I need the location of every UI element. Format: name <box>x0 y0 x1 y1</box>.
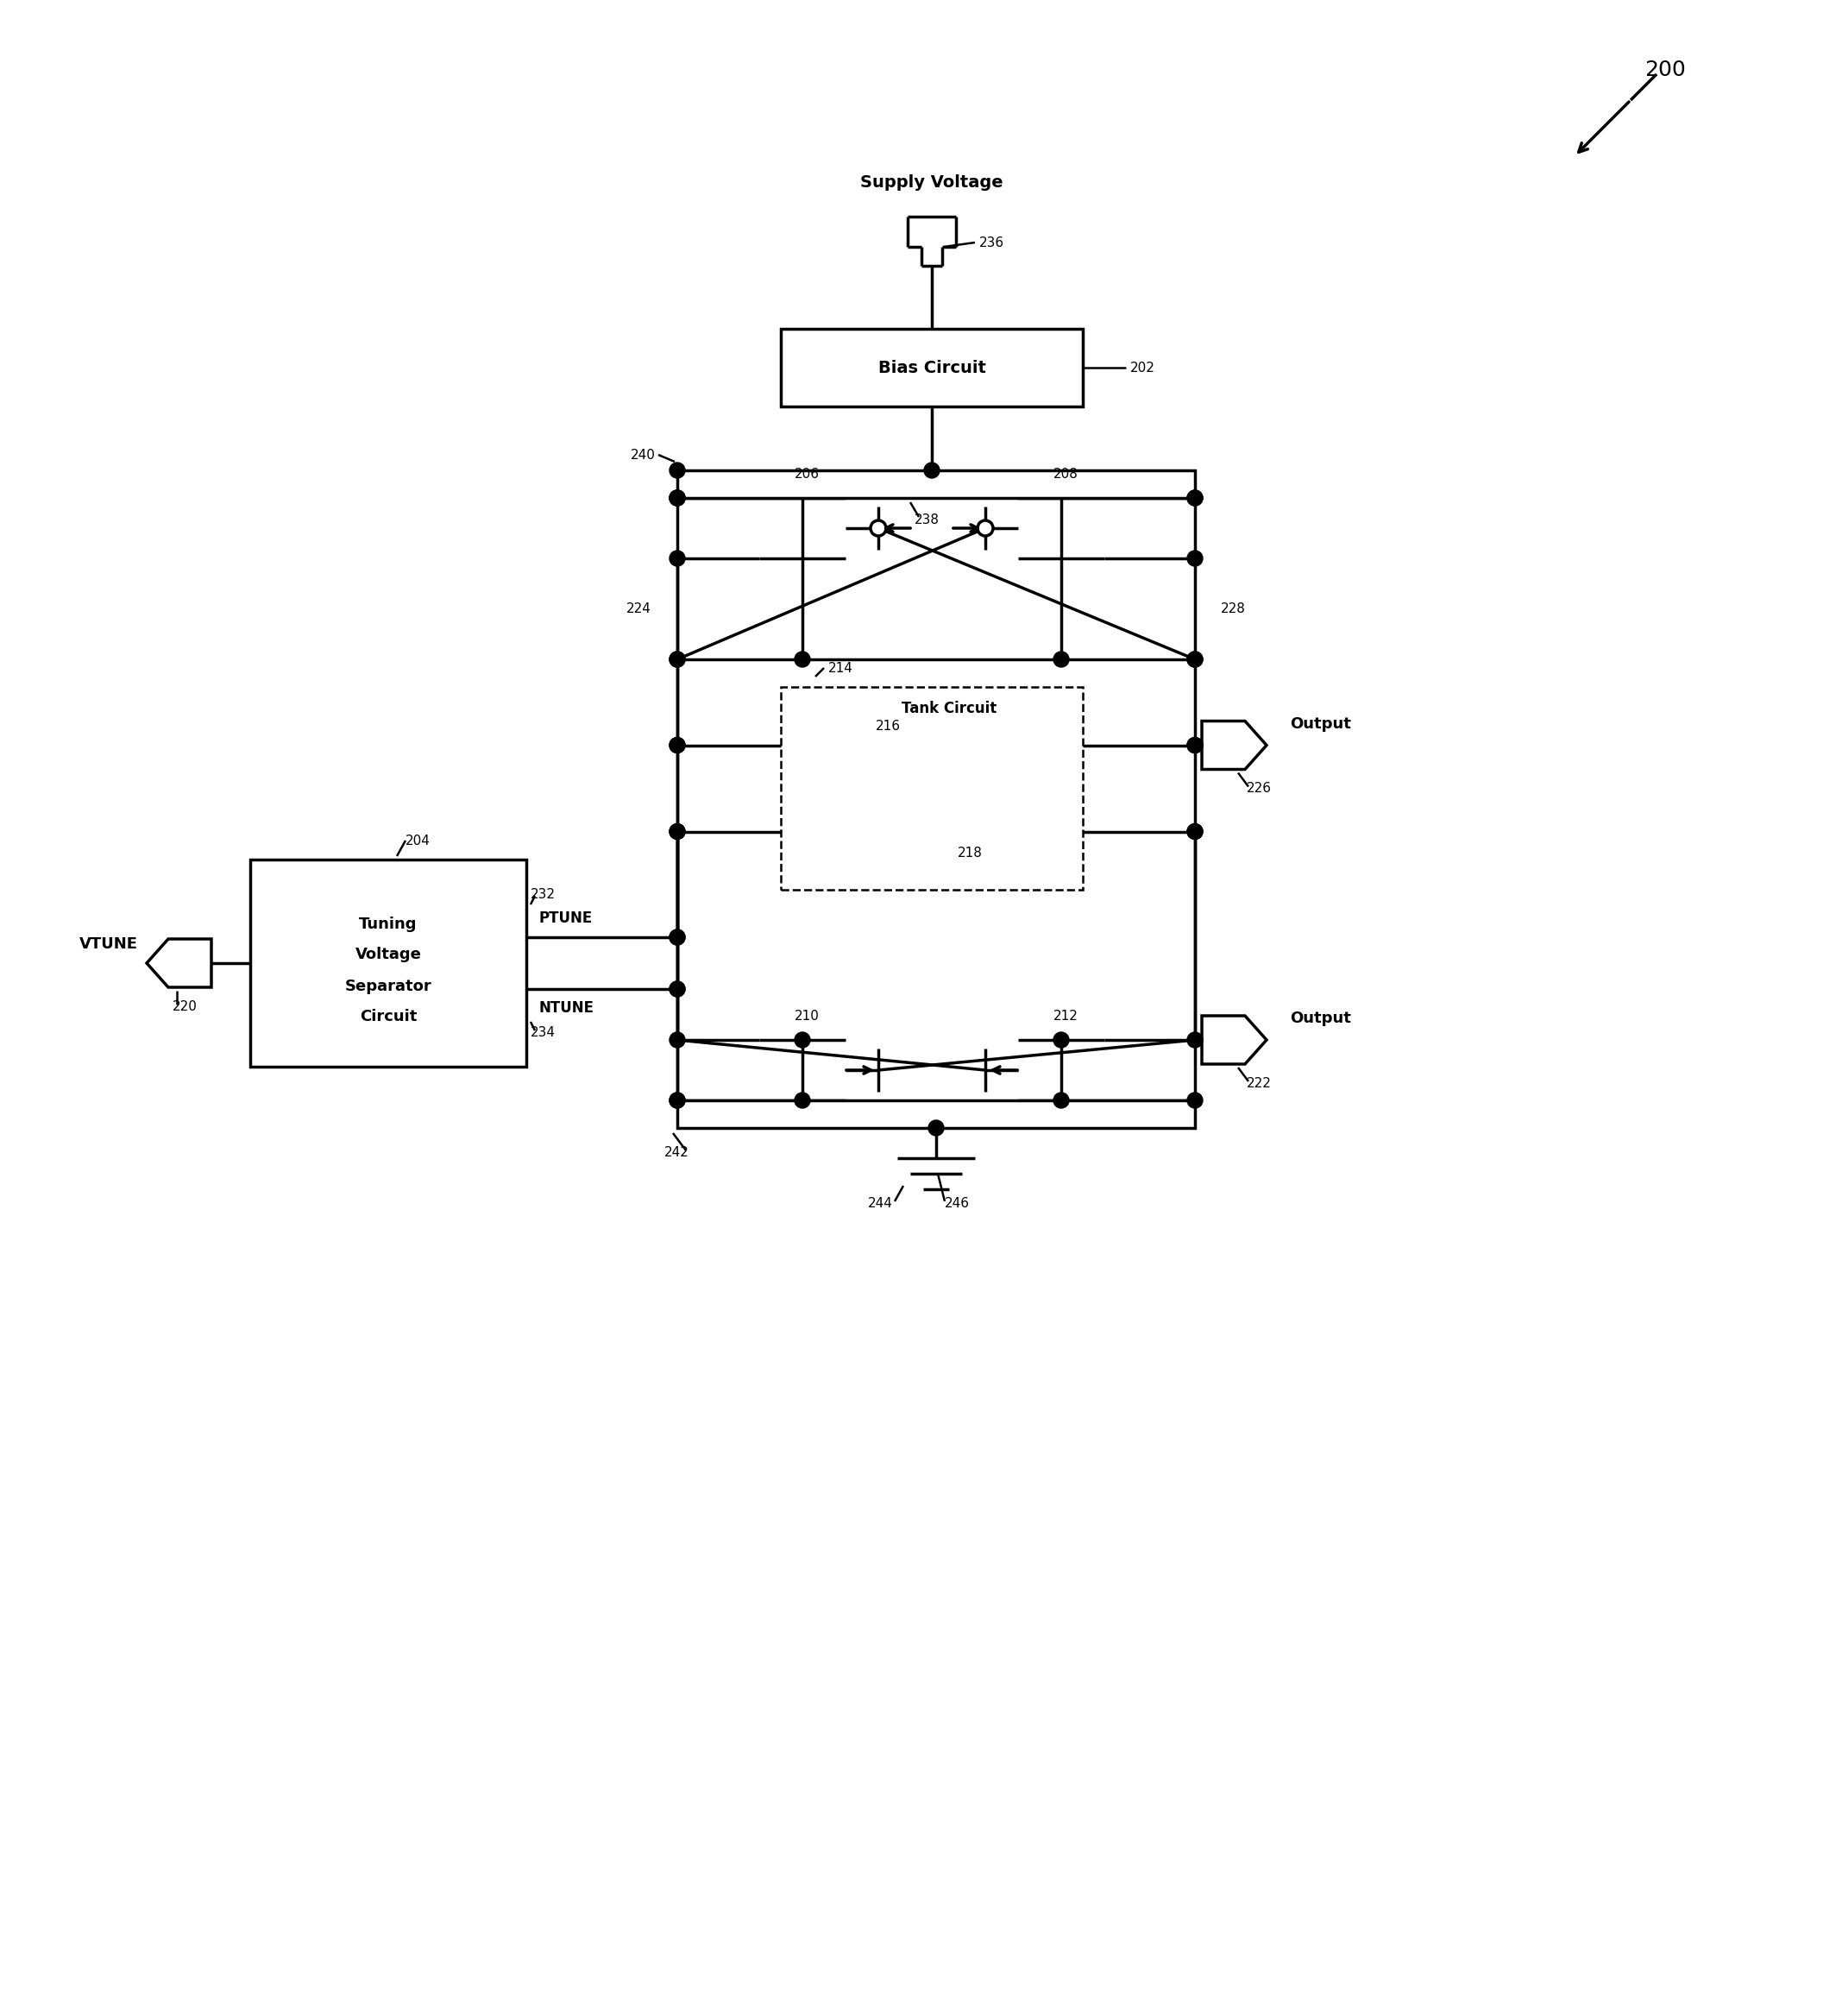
Circle shape <box>1188 1032 1203 1048</box>
Circle shape <box>670 982 685 996</box>
Text: 208: 208 <box>1054 468 1078 480</box>
Text: 204: 204 <box>406 835 430 847</box>
Circle shape <box>670 825 685 839</box>
Circle shape <box>1188 651 1203 667</box>
Text: 244: 244 <box>868 1198 892 1210</box>
Circle shape <box>795 651 810 667</box>
Circle shape <box>977 520 993 536</box>
Circle shape <box>670 1093 685 1109</box>
Circle shape <box>1188 738 1203 754</box>
Circle shape <box>670 1032 685 1048</box>
Circle shape <box>1188 490 1203 506</box>
Bar <box>677 470 1195 498</box>
Text: 238: 238 <box>914 512 940 526</box>
Text: Tank Circuit: Tank Circuit <box>901 702 997 716</box>
Text: 206: 206 <box>795 468 819 480</box>
Text: 232: 232 <box>531 887 556 901</box>
Circle shape <box>670 738 685 754</box>
Circle shape <box>929 1121 944 1135</box>
Circle shape <box>670 490 685 506</box>
Bar <box>780 687 1083 889</box>
Text: 240: 240 <box>632 448 655 462</box>
Circle shape <box>670 738 685 754</box>
Text: Bias Circuit: Bias Circuit <box>878 359 986 375</box>
Circle shape <box>1188 825 1203 839</box>
Text: PTUNE: PTUNE <box>540 911 593 925</box>
Text: 246: 246 <box>946 1198 969 1210</box>
Text: 200: 200 <box>1645 60 1685 81</box>
Bar <box>677 1101 1195 1129</box>
Circle shape <box>670 462 685 478</box>
Circle shape <box>670 550 685 566</box>
Text: 218: 218 <box>958 847 982 859</box>
Circle shape <box>1188 490 1203 506</box>
Circle shape <box>1054 1032 1069 1048</box>
Circle shape <box>795 1093 810 1109</box>
Text: 236: 236 <box>979 236 1004 250</box>
Text: 220: 220 <box>173 1000 198 1012</box>
Bar <box>250 859 527 1066</box>
Text: VTUNE: VTUNE <box>79 935 138 952</box>
Circle shape <box>670 490 685 506</box>
Polygon shape <box>1203 1016 1267 1064</box>
Circle shape <box>670 929 685 946</box>
Bar <box>780 329 1083 407</box>
Text: 234: 234 <box>531 1026 556 1038</box>
Text: Output: Output <box>1291 1010 1351 1026</box>
Circle shape <box>1188 651 1203 667</box>
Text: Circuit: Circuit <box>360 1008 417 1024</box>
Circle shape <box>1188 550 1203 566</box>
Circle shape <box>670 490 685 506</box>
Circle shape <box>670 929 685 946</box>
Circle shape <box>1054 651 1069 667</box>
Text: NTUNE: NTUNE <box>540 1000 595 1016</box>
Polygon shape <box>147 939 211 988</box>
Text: Output: Output <box>1291 716 1351 732</box>
Circle shape <box>1188 1093 1203 1109</box>
Text: 202: 202 <box>1131 361 1155 375</box>
Text: 224: 224 <box>626 603 652 615</box>
Text: 222: 222 <box>1247 1077 1272 1089</box>
Text: 226: 226 <box>1247 782 1272 794</box>
Text: 212: 212 <box>1054 1010 1078 1022</box>
Polygon shape <box>1203 722 1267 770</box>
Circle shape <box>1054 1093 1069 1109</box>
Circle shape <box>670 651 685 667</box>
Text: 228: 228 <box>1221 603 1247 615</box>
Text: 214: 214 <box>828 661 854 675</box>
Circle shape <box>924 462 940 478</box>
Circle shape <box>670 1093 685 1109</box>
Circle shape <box>1188 825 1203 839</box>
Text: Tuning: Tuning <box>360 917 417 931</box>
Text: Supply Voltage: Supply Voltage <box>861 173 1002 190</box>
Circle shape <box>670 982 685 996</box>
Circle shape <box>1188 738 1203 754</box>
Circle shape <box>870 520 887 536</box>
Circle shape <box>670 825 685 839</box>
Circle shape <box>795 1032 810 1048</box>
Text: Voltage: Voltage <box>354 948 422 962</box>
Text: Separator: Separator <box>345 978 431 994</box>
Text: 242: 242 <box>665 1145 688 1159</box>
Text: 216: 216 <box>876 720 901 732</box>
Circle shape <box>670 651 685 667</box>
Text: 210: 210 <box>795 1010 819 1022</box>
